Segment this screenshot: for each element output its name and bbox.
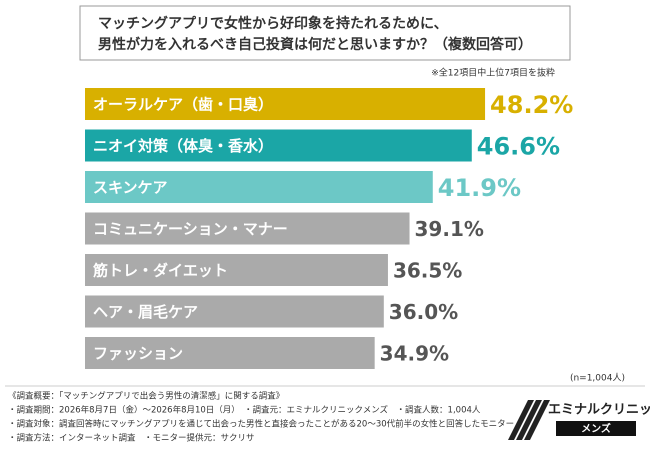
footer-line: ・調査方法：インターネット調査 ・モニター提供元：サクリサ <box>8 433 255 444</box>
sample-size: (n=1,004人) <box>570 373 625 384</box>
value-label: 36.0% <box>389 300 458 324</box>
bar <box>85 254 388 286</box>
footer-line: ・調査対象：調査回答時にマッチングアプリを通じて出会った男性と直接会ったことがあ… <box>8 419 514 430</box>
bar <box>85 88 486 120</box>
bar <box>85 129 472 162</box>
bar <box>85 171 433 203</box>
category-label: ファッション <box>93 345 183 363</box>
logo: エミナルクリニック メンズ <box>508 400 650 440</box>
category-label: コミュニケーション・マナー <box>93 220 288 238</box>
logo-name: エミナルクリニック <box>548 403 650 418</box>
category-label: ヘア・眉毛ケア <box>93 303 198 321</box>
value-label: 39.1% <box>415 217 484 241</box>
logo-stripe <box>516 400 542 440</box>
value-label: 34.9% <box>380 342 449 366</box>
title-box <box>79 5 571 61</box>
logo-stripe <box>524 400 550 440</box>
bar <box>85 295 384 328</box>
logo-stripe <box>508 400 534 440</box>
category-label: 筋トレ・ダイエット <box>92 262 228 280</box>
bar <box>85 212 410 245</box>
chart-title: 男性が力を入れるべき自己投資は何だと思いますか？（複数回答可） <box>98 36 532 53</box>
category-label: ニオイ対策（体臭・香水） <box>93 137 273 155</box>
footer-heading: 《調査概要：「マッチングアプリで出会う男性の清潔感」に関する調査》 <box>8 391 284 402</box>
value-label: 41.9% <box>438 174 521 202</box>
footer-line: ・調査期間：2026年8月7日（金）～2026年8月10日（月） ・調査元：エミ… <box>8 405 481 416</box>
bar <box>85 337 375 369</box>
note: ※全12項目中上位7項目を抜粋 <box>431 67 555 79</box>
value-label: 48.2% <box>490 91 573 119</box>
category-label: オーラルケア（歯・口臭） <box>93 96 273 114</box>
value-label: 46.6% <box>477 133 560 161</box>
logo-sub: メンズ <box>581 422 611 435</box>
category-label: スキンケア <box>93 179 168 197</box>
chart-title: マッチングアプリで女性から好印象を持たれるために、 <box>98 15 448 32</box>
value-label: 36.5% <box>393 259 462 283</box>
logo-sub-box <box>556 421 636 436</box>
